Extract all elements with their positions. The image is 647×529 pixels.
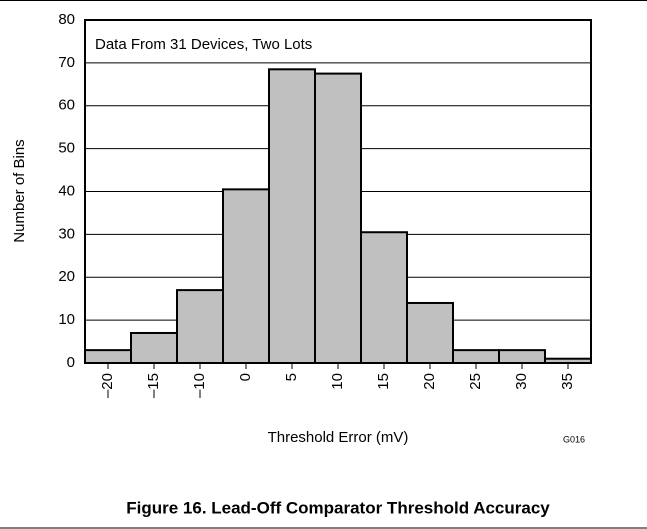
y-tick-label: 70 [58, 54, 75, 71]
x-tick-label: 10 [329, 373, 346, 390]
y-axis-label: Number of Bins [11, 139, 28, 242]
bar [84, 349, 132, 365]
y-tick-label: 20 [58, 268, 75, 285]
x-tick-label: 25 [467, 373, 484, 390]
figure-code: G016 [563, 434, 585, 444]
bar [452, 349, 500, 365]
x-tick-label: 0 [237, 373, 254, 381]
x-tick-label: –15 [145, 373, 162, 398]
x-tick-label: 15 [375, 373, 392, 390]
y-tick-label: 40 [58, 182, 75, 199]
x-tick-label: –10 [191, 373, 208, 398]
y-tick-label: 0 [67, 354, 75, 371]
bar [360, 231, 408, 364]
x-tick-label: 35 [559, 373, 576, 390]
x-tick-label: 20 [421, 373, 438, 390]
y-tick-label: 80 [58, 11, 75, 28]
bar [314, 72, 362, 364]
bar [222, 188, 270, 364]
bar [176, 289, 224, 364]
x-tick-label: 5 [283, 373, 300, 381]
x-tick-label: 30 [513, 373, 530, 390]
y-tick-label: 10 [58, 311, 75, 328]
bar [268, 68, 316, 365]
x-axis-label: Threshold Error (mV) [268, 429, 409, 446]
y-tick-label: 30 [58, 225, 75, 242]
plot-frame [84, 19, 592, 364]
bar [406, 301, 454, 365]
x-tick-label: –20 [99, 373, 116, 398]
chart-title: Figure 16. Lead-Off Comparator Threshold… [126, 498, 550, 517]
bar [498, 349, 546, 365]
y-tick-label: 60 [58, 97, 75, 114]
y-tick-label: 50 [58, 140, 75, 157]
bar [130, 331, 178, 364]
annotation: Data From 31 Devices, Two Lots [95, 36, 312, 53]
